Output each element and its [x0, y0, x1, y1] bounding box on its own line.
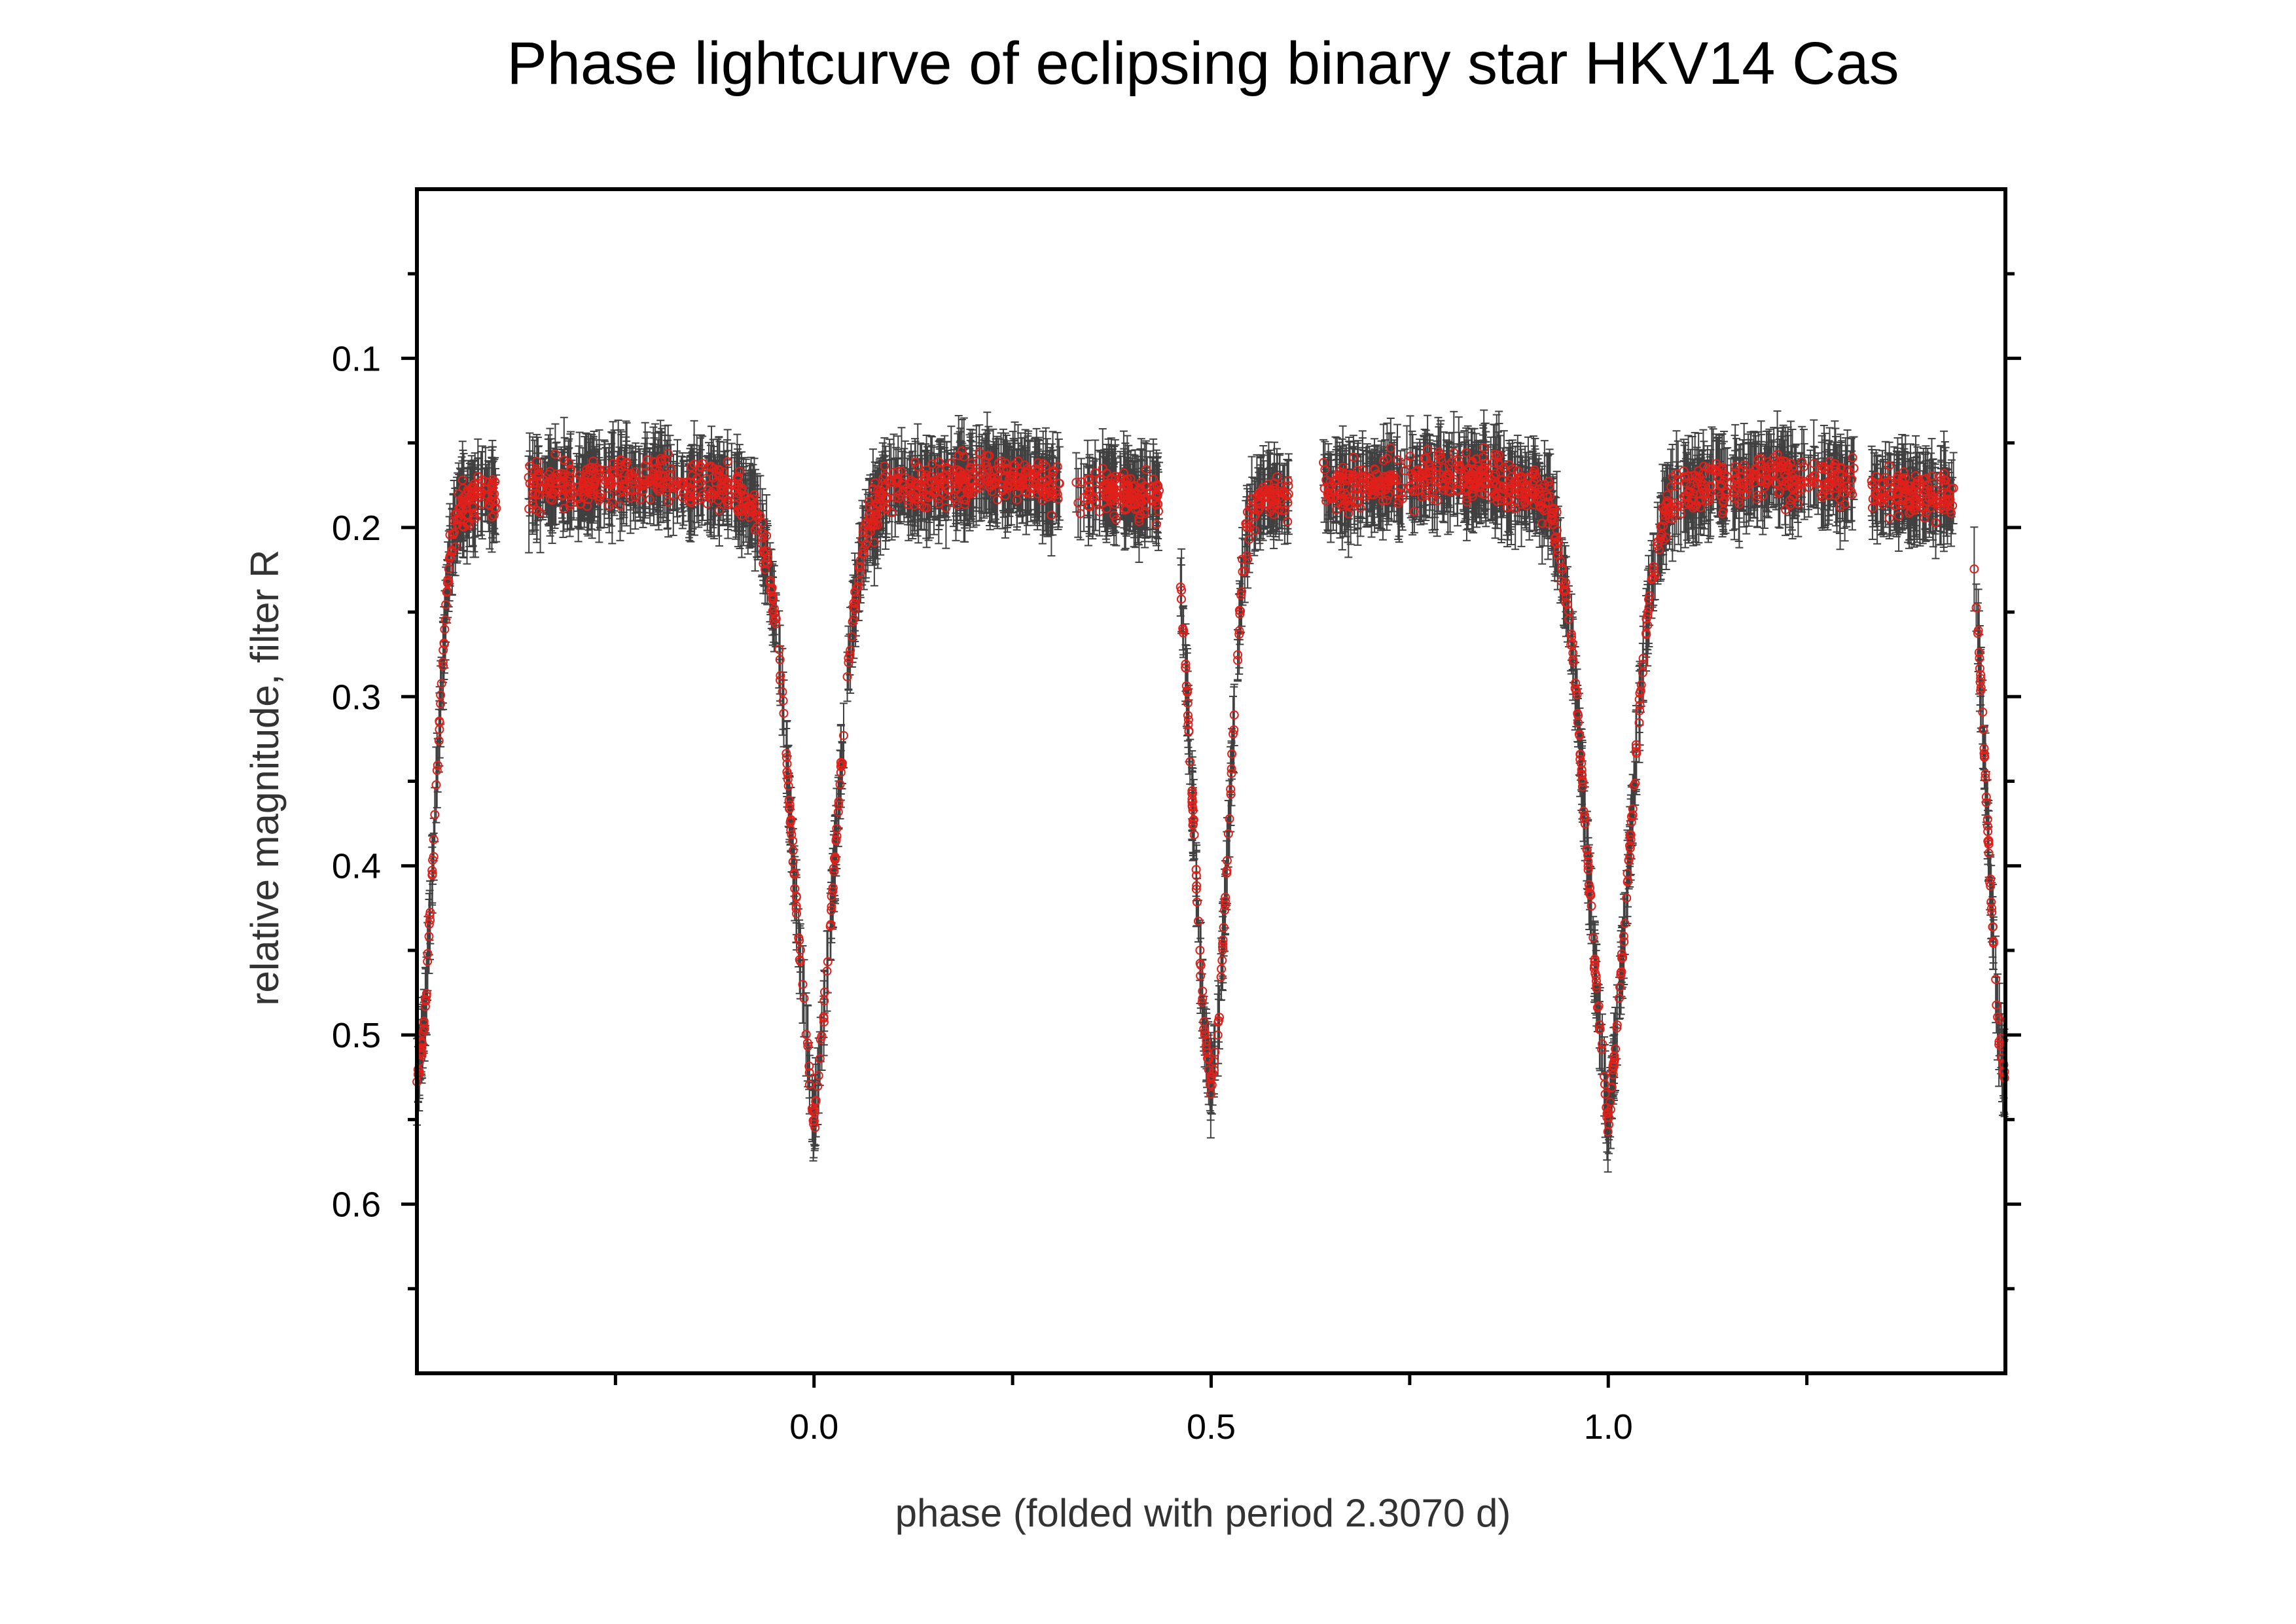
error-bars — [413, 409, 2009, 1173]
chart-title: Phase lightcurve of eclipsing binary sta… — [507, 30, 1899, 97]
